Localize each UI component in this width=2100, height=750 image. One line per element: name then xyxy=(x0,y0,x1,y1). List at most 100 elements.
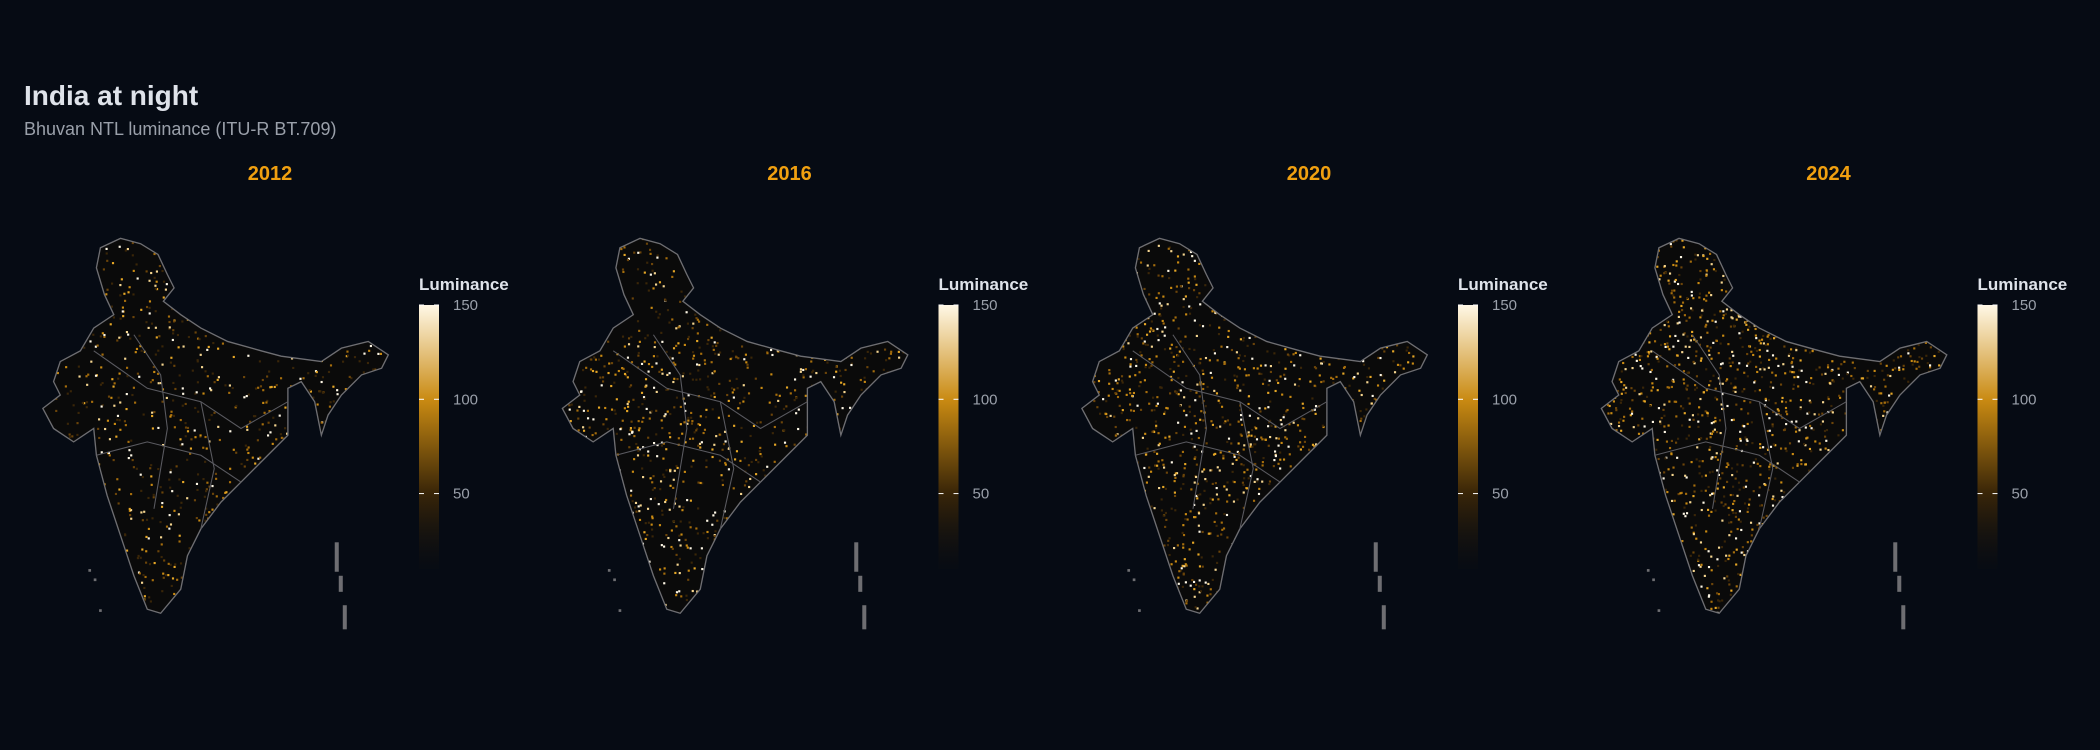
light-dot xyxy=(1179,569,1182,572)
light-dot xyxy=(1200,556,1203,559)
light-dot xyxy=(711,408,714,411)
light-dot xyxy=(1150,470,1153,473)
light-dot xyxy=(64,385,67,388)
light-dot xyxy=(1224,420,1227,423)
light-dot xyxy=(1165,471,1168,474)
light-dot xyxy=(621,268,625,271)
light-dot xyxy=(162,572,165,575)
light-dot xyxy=(690,411,693,415)
light-dot xyxy=(358,360,361,363)
light-dot xyxy=(714,530,717,533)
light-dot xyxy=(1381,387,1384,390)
light-dot xyxy=(1162,485,1165,489)
light-dot xyxy=(656,355,659,358)
light-dot xyxy=(839,374,842,378)
light-dot xyxy=(630,420,633,423)
light-dot xyxy=(1148,267,1151,270)
light-dot xyxy=(205,447,208,450)
light-dot xyxy=(207,345,210,349)
light-dot xyxy=(1143,323,1147,326)
light-dot xyxy=(167,562,170,565)
light-dot xyxy=(889,352,893,355)
light-dot xyxy=(101,353,104,356)
light-dot xyxy=(186,426,190,430)
light-dot xyxy=(76,422,79,425)
light-dot xyxy=(1274,425,1277,428)
light-dot xyxy=(1198,530,1201,533)
light-dot xyxy=(1342,372,1345,375)
light-dot xyxy=(105,252,108,255)
light-dot xyxy=(1247,402,1250,406)
light-dot xyxy=(1313,445,1316,448)
light-dot xyxy=(713,392,716,395)
light-dot xyxy=(1220,345,1223,348)
light-dot xyxy=(633,251,636,254)
light-dot xyxy=(1260,372,1263,376)
light-dot xyxy=(613,381,616,384)
light-dot xyxy=(652,355,656,358)
light-dot xyxy=(712,514,715,517)
light-dot xyxy=(1104,412,1107,415)
light-dot xyxy=(114,492,118,496)
light-dot xyxy=(169,415,172,418)
light-dot xyxy=(150,475,153,478)
light-dot xyxy=(179,562,183,565)
light-dot xyxy=(1160,386,1163,389)
light-dot xyxy=(184,422,187,425)
light-dot xyxy=(700,352,703,355)
light-dot xyxy=(715,344,718,347)
light-dot xyxy=(164,288,167,291)
light-dot xyxy=(1194,516,1197,519)
light-dot xyxy=(627,337,631,340)
light-dot xyxy=(320,380,323,384)
light-dot xyxy=(799,368,803,371)
light-dot xyxy=(682,372,685,375)
light-dot xyxy=(653,345,656,349)
light-dot xyxy=(1188,287,1191,290)
light-dot xyxy=(265,401,268,404)
light-dot xyxy=(840,381,843,384)
light-dot xyxy=(1177,354,1180,357)
light-dot xyxy=(1214,482,1217,485)
light-dot xyxy=(211,484,214,488)
light-dot xyxy=(277,360,280,363)
light-dot xyxy=(1359,419,1362,423)
light-dot xyxy=(142,413,145,416)
light-dot xyxy=(668,321,671,324)
light-dot xyxy=(261,423,264,426)
light-dot xyxy=(863,380,866,383)
light-dot xyxy=(1242,339,1245,342)
light-dot xyxy=(775,393,778,396)
light-dot xyxy=(724,461,727,465)
light-dot xyxy=(134,351,137,354)
light-dot xyxy=(718,433,721,436)
light-dot xyxy=(267,421,270,424)
light-dot xyxy=(150,271,153,275)
light-dot xyxy=(345,355,348,358)
light-dot xyxy=(607,371,610,375)
light-dot xyxy=(698,442,702,445)
light-dot xyxy=(1161,275,1164,278)
light-dot xyxy=(766,465,769,468)
light-dot xyxy=(1183,565,1186,568)
light-dot xyxy=(94,345,97,348)
light-dot xyxy=(672,347,676,350)
light-dot xyxy=(1168,553,1171,557)
light-dot xyxy=(588,426,591,429)
light-dot xyxy=(1301,445,1305,448)
light-dot xyxy=(1174,509,1177,512)
light-dot xyxy=(666,410,669,413)
light-dot xyxy=(1149,327,1153,330)
light-dot xyxy=(1373,397,1376,400)
light-dot xyxy=(652,386,656,389)
light-dot xyxy=(649,273,652,276)
light-dot xyxy=(194,436,197,439)
light-dot xyxy=(757,461,760,464)
light-dot xyxy=(1170,461,1173,464)
light-dot xyxy=(130,493,133,496)
light-dot xyxy=(1175,472,1179,475)
light-dot xyxy=(642,476,645,479)
light-dot xyxy=(1145,333,1149,336)
light-dot xyxy=(139,556,142,559)
